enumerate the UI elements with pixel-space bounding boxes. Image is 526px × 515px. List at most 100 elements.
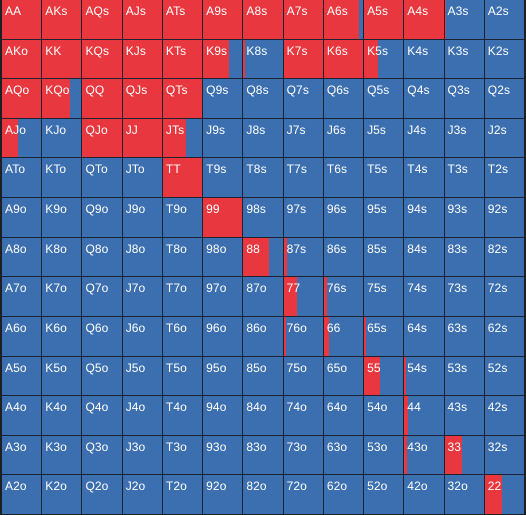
- hand-cell-73o[interactable]: 73o: [283, 435, 323, 475]
- hand-cell-Q3s[interactable]: Q3s: [444, 79, 484, 118]
- hand-cell-QTo[interactable]: QTo: [82, 158, 122, 198]
- hand-cell-86o[interactable]: 86o: [243, 316, 283, 356]
- hand-cell-76o[interactable]: 76o: [283, 316, 323, 356]
- hand-cell-A9s[interactable]: A9s: [203, 0, 243, 39]
- hand-cell-73s[interactable]: 73s: [444, 277, 484, 316]
- hand-cell-Q6s[interactable]: Q6s: [323, 79, 364, 118]
- hand-cell-T3s[interactable]: T3s: [444, 158, 484, 198]
- hand-cell-AQs[interactable]: AQs: [82, 0, 122, 39]
- hand-cell-AKo[interactable]: AKo: [2, 39, 42, 79]
- hand-cell-65s[interactable]: 65s: [364, 316, 404, 356]
- hand-cell-T6s[interactable]: T6s: [323, 158, 364, 198]
- hand-cell-54s[interactable]: 54s: [404, 356, 444, 396]
- hand-cell-53s[interactable]: 53s: [444, 356, 484, 396]
- hand-cell-98o[interactable]: 98o: [203, 237, 243, 277]
- hand-cell-T4o[interactable]: T4o: [162, 396, 203, 435]
- hand-cell-55[interactable]: 55: [364, 356, 404, 396]
- hand-cell-AA[interactable]: AA: [2, 0, 42, 39]
- hand-cell-K2o[interactable]: K2o: [42, 475, 82, 514]
- hand-cell-A5s[interactable]: A5s: [364, 0, 404, 39]
- hand-cell-K6s[interactable]: K6s: [323, 39, 364, 79]
- hand-cell-JTo[interactable]: JTo: [122, 158, 162, 198]
- hand-cell-75s[interactable]: 75s: [364, 277, 404, 316]
- hand-cell-K7s[interactable]: K7s: [283, 39, 323, 79]
- hand-cell-KK[interactable]: KK: [42, 39, 82, 79]
- hand-cell-62o[interactable]: 62o: [323, 475, 364, 514]
- hand-cell-JTs[interactable]: JTs: [162, 118, 203, 158]
- hand-cell-J6o[interactable]: J6o: [122, 316, 162, 356]
- hand-cell-92o[interactable]: 92o: [203, 475, 243, 514]
- hand-cell-A3o[interactable]: A3o: [2, 435, 42, 475]
- hand-cell-Q8o[interactable]: Q8o: [82, 237, 122, 277]
- hand-cell-99[interactable]: 99: [203, 198, 243, 237]
- hand-cell-JJ[interactable]: JJ: [122, 118, 162, 158]
- hand-cell-A2s[interactable]: A2s: [484, 0, 524, 39]
- hand-cell-44[interactable]: 44: [404, 396, 444, 435]
- hand-cell-93o[interactable]: 93o: [203, 435, 243, 475]
- hand-cell-K9o[interactable]: K9o: [42, 198, 82, 237]
- hand-cell-33[interactable]: 33: [444, 435, 484, 475]
- hand-cell-J4s[interactable]: J4s: [404, 118, 444, 158]
- hand-cell-32o[interactable]: 32o: [444, 475, 484, 514]
- hand-cell-ATs[interactable]: ATs: [162, 0, 203, 39]
- hand-cell-A4s[interactable]: A4s: [404, 0, 444, 39]
- hand-cell-J5o[interactable]: J5o: [122, 356, 162, 396]
- hand-cell-65o[interactable]: 65o: [323, 356, 364, 396]
- hand-cell-92s[interactable]: 92s: [484, 198, 524, 237]
- hand-cell-A7o[interactable]: A7o: [2, 277, 42, 316]
- hand-cell-32s[interactable]: 32s: [484, 435, 524, 475]
- hand-cell-T8o[interactable]: T8o: [162, 237, 203, 277]
- hand-cell-98s[interactable]: 98s: [243, 198, 283, 237]
- hand-cell-87s[interactable]: 87s: [283, 237, 323, 277]
- hand-cell-63s[interactable]: 63s: [444, 316, 484, 356]
- hand-cell-94s[interactable]: 94s: [404, 198, 444, 237]
- hand-cell-88[interactable]: 88: [243, 237, 283, 277]
- hand-cell-K9s[interactable]: K9s: [203, 39, 243, 79]
- hand-cell-85o[interactable]: 85o: [243, 356, 283, 396]
- hand-cell-K3s[interactable]: K3s: [444, 39, 484, 79]
- hand-cell-96o[interactable]: 96o: [203, 316, 243, 356]
- hand-cell-T7s[interactable]: T7s: [283, 158, 323, 198]
- hand-cell-J5s[interactable]: J5s: [364, 118, 404, 158]
- hand-cell-63o[interactable]: 63o: [323, 435, 364, 475]
- hand-cell-Q3o[interactable]: Q3o: [82, 435, 122, 475]
- hand-cell-96s[interactable]: 96s: [323, 198, 364, 237]
- hand-cell-QTs[interactable]: QTs: [162, 79, 203, 118]
- hand-cell-62s[interactable]: 62s: [484, 316, 524, 356]
- hand-cell-AQo[interactable]: AQo: [2, 79, 42, 118]
- hand-cell-Q4o[interactable]: Q4o: [82, 396, 122, 435]
- hand-cell-T6o[interactable]: T6o: [162, 316, 203, 356]
- hand-cell-83o[interactable]: 83o: [243, 435, 283, 475]
- hand-cell-77[interactable]: 77: [283, 277, 323, 316]
- hand-cell-KQo[interactable]: KQo: [42, 79, 82, 118]
- hand-cell-87o[interactable]: 87o: [243, 277, 283, 316]
- hand-cell-74s[interactable]: 74s: [404, 277, 444, 316]
- hand-cell-74o[interactable]: 74o: [283, 396, 323, 435]
- hand-cell-K3o[interactable]: K3o: [42, 435, 82, 475]
- hand-cell-KTs[interactable]: KTs: [162, 39, 203, 79]
- hand-cell-J7s[interactable]: J7s: [283, 118, 323, 158]
- hand-cell-72s[interactable]: 72s: [484, 277, 524, 316]
- hand-cell-K4o[interactable]: K4o: [42, 396, 82, 435]
- hand-cell-K5o[interactable]: K5o: [42, 356, 82, 396]
- hand-cell-76s[interactable]: 76s: [323, 277, 364, 316]
- hand-cell-42o[interactable]: 42o: [404, 475, 444, 514]
- hand-cell-AJo[interactable]: AJo: [2, 118, 42, 158]
- hand-cell-J9o[interactable]: J9o: [122, 198, 162, 237]
- hand-cell-KJs[interactable]: KJs: [122, 39, 162, 79]
- hand-cell-K4s[interactable]: K4s: [404, 39, 444, 79]
- hand-cell-K8o[interactable]: K8o: [42, 237, 82, 277]
- hand-cell-J6s[interactable]: J6s: [323, 118, 364, 158]
- hand-cell-Q6o[interactable]: Q6o: [82, 316, 122, 356]
- hand-cell-42s[interactable]: 42s: [484, 396, 524, 435]
- hand-cell-T3o[interactable]: T3o: [162, 435, 203, 475]
- hand-cell-A9o[interactable]: A9o: [2, 198, 42, 237]
- hand-cell-84o[interactable]: 84o: [243, 396, 283, 435]
- hand-cell-A2o[interactable]: A2o: [2, 475, 42, 514]
- hand-cell-T5o[interactable]: T5o: [162, 356, 203, 396]
- hand-cell-53o[interactable]: 53o: [364, 435, 404, 475]
- hand-cell-J8o[interactable]: J8o: [122, 237, 162, 277]
- hand-cell-KJo[interactable]: KJo: [42, 118, 82, 158]
- hand-cell-54o[interactable]: 54o: [364, 396, 404, 435]
- hand-cell-J2o[interactable]: J2o: [122, 475, 162, 514]
